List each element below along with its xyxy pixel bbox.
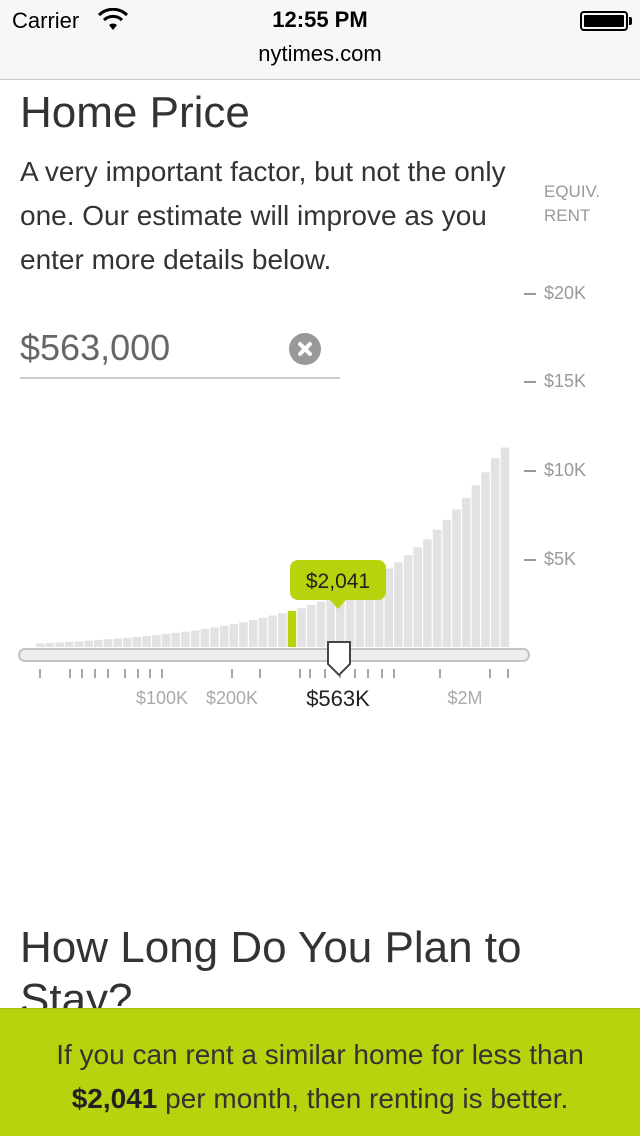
bar [374, 574, 384, 647]
clear-input-icon[interactable] [289, 333, 321, 365]
y-tick-15k: $15K [524, 371, 586, 392]
summary-line2: $2,041 per month, then renting is better… [0, 1077, 640, 1121]
summary-line1: If you can rent a similar home for less … [56, 1039, 584, 1070]
bar [36, 643, 45, 647]
y-tick-5k: $5K [524, 549, 576, 570]
y-tick-10k: $10K [524, 460, 586, 481]
bar [55, 642, 64, 647]
bar [65, 641, 74, 647]
bar [248, 619, 258, 647]
bar [219, 625, 229, 647]
x-tick-label-2m: $2M [447, 688, 482, 708]
bar [210, 627, 219, 647]
y-tick-label: $5K [544, 549, 577, 569]
bar [413, 547, 423, 647]
bar [74, 641, 84, 647]
bar [471, 485, 481, 647]
bar [258, 617, 268, 647]
slider-handle[interactable] [327, 641, 351, 677]
chart-bars [36, 447, 510, 647]
bar [326, 597, 335, 647]
summary-amount: $2,041 [71, 1083, 158, 1114]
bar [181, 631, 190, 647]
y-tick-label: $20K [544, 283, 587, 303]
bar [152, 634, 161, 647]
bar [278, 613, 287, 647]
bar [161, 633, 171, 647]
bar [403, 555, 413, 647]
bar [103, 639, 113, 647]
bar [384, 568, 393, 647]
bar [239, 622, 248, 647]
bar [336, 594, 345, 647]
home-price-input[interactable] [20, 322, 280, 374]
bar [132, 636, 142, 647]
bar [490, 458, 500, 647]
bar [423, 539, 432, 647]
bar [94, 639, 103, 647]
bar [316, 601, 326, 647]
bar [297, 608, 306, 647]
browser-status-bar: Carrier 12:55 PM nytimes.com [0, 0, 640, 80]
x-axis-labels: $100K $200K $563K $2M [136, 686, 483, 711]
bar [481, 472, 490, 647]
slider-ticks [39, 669, 509, 678]
bar [45, 642, 55, 647]
bar [461, 497, 471, 647]
section-title-stay: How Long Do You Plan to Stay? [20, 923, 522, 1024]
slider-track[interactable] [18, 648, 530, 662]
bar [355, 585, 364, 647]
bar-selected [287, 610, 297, 647]
bar [365, 579, 374, 647]
x-tick-label-100k: $100K [136, 688, 188, 708]
bar [171, 632, 181, 647]
tooltip-value: $2,041 [306, 570, 370, 593]
bar [307, 604, 316, 647]
equiv-rent-label: EQUIV. RENT [544, 180, 600, 228]
section-title-home-price: Home Price [20, 88, 250, 137]
carrier-label: Carrier [12, 8, 80, 33]
x-tick-label-selected-price: $563K [306, 686, 370, 711]
bar [394, 562, 403, 647]
selected-value-tooltip: $2,041 [290, 560, 386, 609]
summary-line2-text: per month, then renting is better. [165, 1083, 569, 1114]
bar [345, 589, 355, 647]
home-price-distribution-chart[interactable]: $100K $200K $563K $2M $2,041 [0, 440, 640, 720]
status-time: 12:55 PM [272, 7, 368, 32]
y-tick-20k: $20K [524, 283, 586, 304]
y-tick-label: $10K [544, 460, 587, 480]
bar [442, 519, 452, 647]
bar [113, 638, 122, 647]
bar [500, 447, 510, 647]
equiv-label-line2: RENT [544, 206, 591, 225]
bar [452, 509, 461, 647]
bar [84, 640, 93, 647]
bar [432, 529, 442, 647]
address-bar-url[interactable]: nytimes.com [258, 41, 382, 66]
bar [142, 636, 151, 647]
bar [268, 615, 277, 647]
battery-icon [580, 11, 632, 31]
bar [123, 637, 132, 647]
x-tick-label-200k: $200K [206, 688, 258, 708]
wifi-icon [98, 8, 128, 30]
input-underline [20, 377, 340, 379]
home-price-description: A very important factor, but not the onl… [20, 156, 506, 275]
bar [190, 630, 200, 647]
equiv-label-line1: EQUIV. [544, 182, 601, 201]
bar [200, 628, 210, 647]
summary-bar: If you can rent a similar home for less … [0, 1008, 640, 1136]
y-tick-label: $15K [544, 371, 587, 391]
bar [229, 624, 239, 647]
